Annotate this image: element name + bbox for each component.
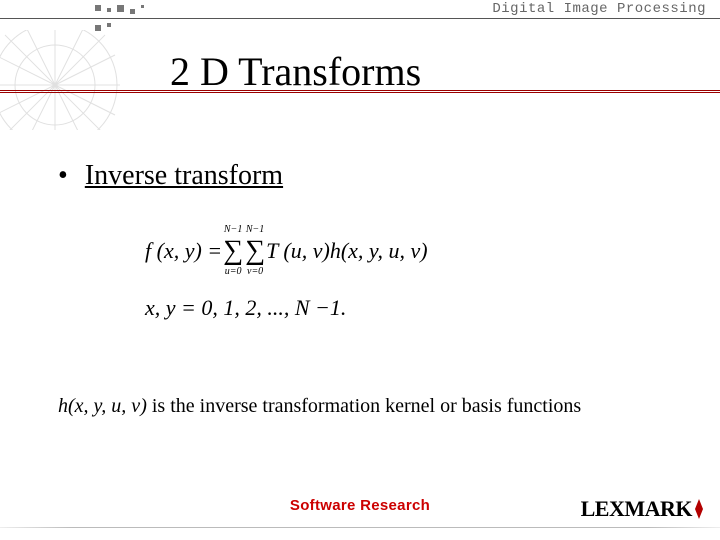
header-course-label: Digital Image Processing xyxy=(492,1,706,17)
sum2-upper: N−1 xyxy=(246,225,264,235)
formula-lhs: f (x, y) = xyxy=(145,238,222,264)
logo-text: LEXMARK xyxy=(581,496,692,522)
formula-block: f (x, y) = N−1 ∑ u=0 N−1 ∑ v=0 T (u, v)h… xyxy=(145,225,428,321)
header-divider xyxy=(0,18,720,19)
sum2-sigma: ∑ xyxy=(245,237,265,265)
formula-rhs: T (u, v)h(x, y, u, v) xyxy=(266,238,428,264)
bullet-item: • Inverse transform xyxy=(58,160,283,192)
sum1-lower: u=0 xyxy=(225,267,242,277)
kernel-symbol: h(x, y, u, v) xyxy=(58,395,147,417)
logo-diamond-icon xyxy=(694,498,704,520)
equation-line-2: x, y = 0, 1, 2, ..., N −1. xyxy=(145,295,428,321)
corner-pixel-decoration xyxy=(95,5,155,19)
equation-line-1: f (x, y) = N−1 ∑ u=0 N−1 ∑ v=0 T (u, v)h… xyxy=(145,225,428,277)
sum1-upper: N−1 xyxy=(224,225,242,235)
sum2-lower: v=0 xyxy=(247,267,263,277)
bullet-text: Inverse transform xyxy=(85,160,283,191)
background-wheel-decoration xyxy=(0,30,150,130)
summation-v: N−1 ∑ v=0 xyxy=(245,225,265,277)
slide-title: 2 D Transforms xyxy=(170,48,421,95)
title-underline xyxy=(0,90,720,93)
explanation-text: h(x, y, u, v) is the inverse transformat… xyxy=(58,395,581,418)
lexmark-logo: LEXMARK xyxy=(581,496,704,522)
sum1-sigma: ∑ xyxy=(223,237,243,265)
slide: Digital Image Processing xyxy=(0,0,720,540)
summation-u: N−1 ∑ u=0 xyxy=(223,225,243,277)
footer-divider xyxy=(0,527,720,528)
explanation-rest: is the inverse transformation kernel or … xyxy=(147,395,581,417)
bullet-dot: • xyxy=(58,160,68,191)
